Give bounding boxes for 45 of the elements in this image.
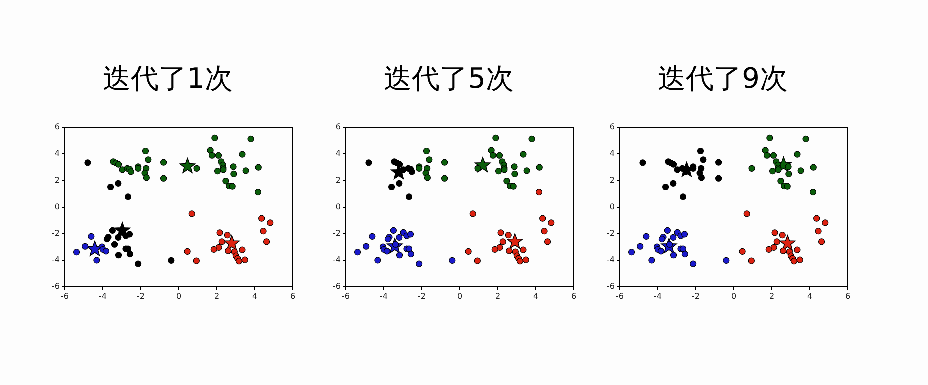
x-tick-label: 0 bbox=[457, 292, 463, 301]
y-tick-label: 2 bbox=[610, 176, 615, 185]
y-tick-label: 6 bbox=[336, 122, 341, 132]
y-tick-label: -2 bbox=[607, 228, 615, 238]
x-tick-label: 2 bbox=[769, 292, 775, 301]
x-tick-label: -4 bbox=[380, 292, 388, 301]
x-tick-label: -2 bbox=[692, 292, 700, 301]
y-tick-label: -4 bbox=[333, 256, 341, 265]
y-tick-label: -6 bbox=[607, 282, 615, 292]
chart-title: 迭代了9次 bbox=[658, 62, 788, 96]
x-tick-label: 4 bbox=[533, 292, 539, 301]
y-tick-label: 4 bbox=[54, 149, 60, 158]
x-tick-label: 6 bbox=[845, 292, 851, 301]
y-tick-label: 4 bbox=[610, 149, 615, 158]
y-tick-label: 2 bbox=[54, 176, 60, 185]
x-tick-label: 2 bbox=[495, 292, 501, 301]
y-tick-label: 0 bbox=[610, 202, 615, 212]
y-tick-label: 0 bbox=[336, 202, 341, 212]
y-tick-label: 4 bbox=[336, 149, 341, 158]
y-tick-label: 6 bbox=[54, 122, 60, 132]
x-tick-label: -2 bbox=[418, 292, 426, 301]
x-tick-label: 6 bbox=[290, 292, 296, 301]
x-tick-label: -6 bbox=[616, 292, 624, 301]
x-tick-label: -4 bbox=[654, 292, 662, 301]
x-tick-label: 0 bbox=[176, 292, 182, 301]
x-tick-label: 6 bbox=[571, 292, 577, 301]
x-tick-label: 2 bbox=[214, 292, 220, 301]
x-tick-label: -6 bbox=[61, 292, 69, 301]
x-tick-label: 4 bbox=[252, 292, 258, 301]
y-tick-label: -6 bbox=[333, 282, 341, 292]
x-tick-label: -6 bbox=[342, 292, 350, 301]
y-tick-label: -6 bbox=[52, 282, 60, 292]
x-tick-label: 4 bbox=[807, 292, 813, 301]
y-tick-label: -4 bbox=[607, 256, 615, 265]
x-tick-label: 0 bbox=[731, 292, 737, 301]
y-tick-label: 0 bbox=[54, 202, 60, 212]
y-tick-label: -2 bbox=[52, 228, 60, 238]
chart-title: 迭代了5次 bbox=[384, 62, 514, 96]
y-tick-label: 2 bbox=[336, 176, 341, 185]
y-tick-label: 6 bbox=[610, 122, 615, 132]
y-tick-label: -2 bbox=[333, 228, 341, 238]
y-tick-label: -4 bbox=[52, 256, 60, 265]
x-tick-label: -4 bbox=[99, 292, 107, 301]
chart-title: 迭代了1次 bbox=[103, 62, 233, 96]
x-tick-label: -2 bbox=[137, 292, 145, 301]
